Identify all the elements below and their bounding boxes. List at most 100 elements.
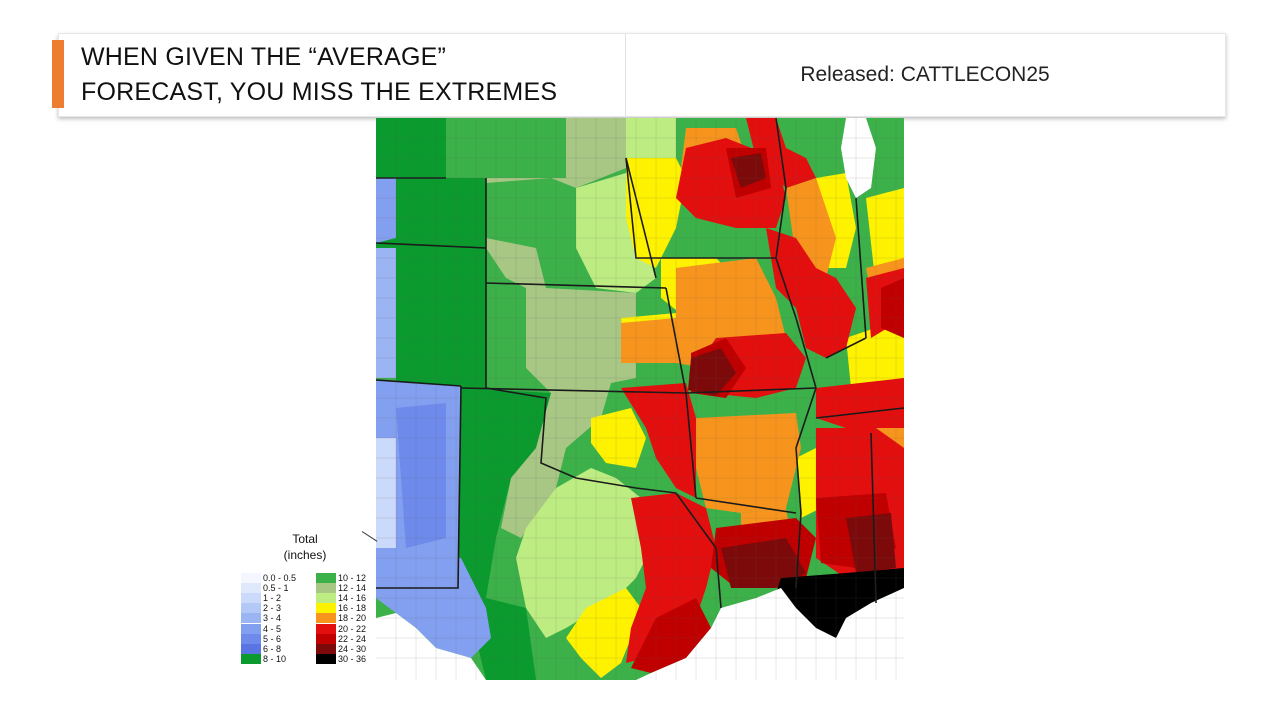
legend-swatch xyxy=(316,643,336,654)
title-line-1: WHEN GIVEN THE “AVERAGE” xyxy=(81,43,447,71)
legend-swatch xyxy=(316,613,336,624)
map-region-16-18-mississippi xyxy=(796,448,821,518)
map-region-22-24-indiana xyxy=(881,278,904,338)
header-bar: WHEN GIVEN THE “AVERAGE” FORECAST, YOU M… xyxy=(58,33,1226,117)
legend-label: 12 - 14 xyxy=(338,582,367,593)
legend-label: 22 - 24 xyxy=(338,633,367,644)
legend-item-left-3: 2 - 3 xyxy=(241,603,281,614)
map-region-8-10-central xyxy=(396,248,486,388)
border-ar-la xyxy=(695,497,797,514)
legend-label: 16 - 18 xyxy=(338,603,367,614)
legend-item-left-6: 5 - 6 xyxy=(241,633,281,644)
border-il-in xyxy=(855,197,867,339)
legend-swatch xyxy=(241,603,261,614)
map-region-1-2-west-edge xyxy=(376,438,396,548)
legend-label: 30 - 36 xyxy=(338,654,367,665)
map-region-14-16-north xyxy=(626,118,676,168)
legend-label: 1 - 2 xyxy=(263,592,282,603)
legend-swatch xyxy=(241,592,261,603)
map-region-4-5-west-texas xyxy=(376,548,491,658)
map-region-16-18-oklahoma xyxy=(591,408,646,468)
county-grid xyxy=(376,118,904,680)
county-grid-vertical xyxy=(395,118,897,680)
border-mississippi-river xyxy=(775,118,817,589)
legend-item-right-6: 22 - 24 xyxy=(316,633,366,644)
county-grid-horizontal xyxy=(376,137,904,659)
legend-item-right-5: 20 - 22 xyxy=(316,623,366,634)
border-co-ne xyxy=(376,242,487,249)
legend-swatch xyxy=(316,633,336,644)
map-region-5-6-new-mexico xyxy=(396,403,446,548)
map-region-12-14-north xyxy=(486,118,636,538)
map-region-24-30-louisiana xyxy=(721,538,806,588)
gulf-of-mexico-east xyxy=(636,588,904,680)
border-ia-mo xyxy=(625,157,776,259)
legend-label: 2 - 3 xyxy=(263,603,282,614)
legend-title-line-2: (inches) xyxy=(283,548,327,562)
legend-label: 10 - 12 xyxy=(338,572,367,583)
legend-swatch xyxy=(241,654,261,665)
legend-swatch xyxy=(241,572,261,583)
legend-item-left-1: 0.5 - 1 xyxy=(241,582,289,593)
header-divider xyxy=(625,34,626,116)
map-region-8-10-north xyxy=(376,118,486,248)
legend-title: Total (inches) xyxy=(272,531,338,563)
map-region-20-22-illinois xyxy=(766,228,856,358)
legend-swatch xyxy=(241,582,261,593)
legend-label: 14 - 16 xyxy=(338,592,367,603)
legend-item-left-0: 0.0 - 0.5 xyxy=(241,572,296,583)
slide-title: WHEN GIVEN THE “AVERAGE” FORECAST, YOU M… xyxy=(81,40,621,110)
legend-swatch xyxy=(316,582,336,593)
legend-item-left-2: 1 - 2 xyxy=(241,592,281,603)
map-region-4-6-west-north xyxy=(376,178,396,243)
legend-swatch xyxy=(241,613,261,624)
border-mo-ar xyxy=(685,387,817,394)
border-nm-tx xyxy=(376,385,462,589)
legend-label: 5 - 6 xyxy=(263,633,282,644)
lake-michigan xyxy=(841,118,876,198)
border-il-ky xyxy=(825,337,867,359)
legend-item-right-2: 14 - 16 xyxy=(316,592,366,603)
map-region-18-20-arkansas xyxy=(696,413,801,513)
border-mo-ks xyxy=(665,287,687,394)
legend-item-right-4: 18 - 20 xyxy=(316,613,366,624)
border-ne-ia xyxy=(625,157,657,279)
legend-label: 8 - 10 xyxy=(263,654,287,665)
title-line-2: FORECAST, YOU MISS THE EXTREMES xyxy=(81,78,558,106)
legend-label: 18 - 20 xyxy=(338,613,367,624)
legend-label: 20 - 22 xyxy=(338,623,367,634)
legend-swatch xyxy=(241,643,261,654)
legend-item-right-3: 16 - 18 xyxy=(316,603,366,614)
precipitation-map xyxy=(376,118,904,680)
legend-item-left-4: 3 - 4 xyxy=(241,613,281,624)
legend-item-right-0: 10 - 12 xyxy=(316,572,366,583)
legend-item-right-1: 12 - 14 xyxy=(316,582,366,593)
legend-label: 0.0 - 0.5 xyxy=(263,572,297,583)
map-region-20-22-oklahoma-east xyxy=(621,383,696,498)
legend-label: 24 - 30 xyxy=(338,643,367,654)
legend-label: 0.5 - 1 xyxy=(263,582,289,593)
map-region-24-30-mississippi xyxy=(846,513,896,573)
legend-label: 6 - 8 xyxy=(263,643,282,654)
map-region-30-36-gulf-coast xyxy=(776,568,904,638)
map-region-16-18-iowa-west xyxy=(626,158,686,268)
legend-item-right-7: 24 - 30 xyxy=(316,643,366,654)
map-region-3-4-west xyxy=(376,248,396,378)
border-ok-tx xyxy=(485,387,677,494)
map-region-24-30-missouri xyxy=(688,348,736,396)
legend-label: 4 - 5 xyxy=(263,623,282,634)
border-ks-ok xyxy=(460,387,687,394)
legend-title-line-1: Total xyxy=(292,532,318,546)
legend-label: 3 - 4 xyxy=(263,613,282,624)
state-borders xyxy=(376,118,904,609)
border-ms-al xyxy=(870,432,877,604)
border-co-nm xyxy=(376,379,462,387)
legend-swatch xyxy=(316,592,336,603)
border-ne-ks xyxy=(485,282,667,289)
legend-item-left-7: 6 - 8 xyxy=(241,643,281,654)
map-region-16-18-texas-gulf xyxy=(566,588,641,678)
legend-swatch xyxy=(241,623,261,634)
map-region-24-30-iowa xyxy=(731,153,766,188)
border-ky-tn xyxy=(815,407,904,419)
legend-swatch xyxy=(241,633,261,644)
